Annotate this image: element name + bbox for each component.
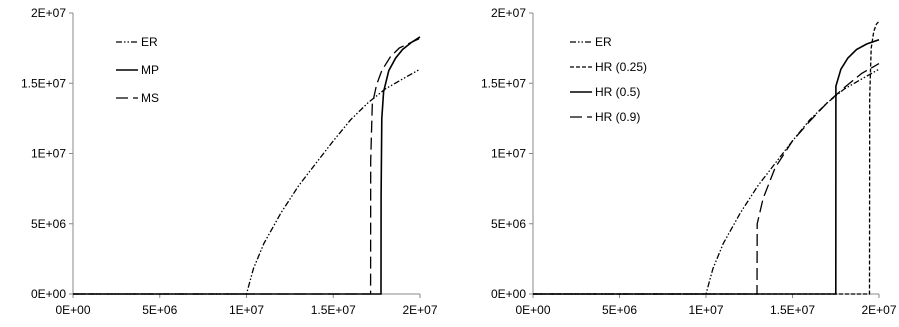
y-tick-label: 2E+07 [491, 6, 526, 20]
chart-right: 0E+00 5E+06 1E+07 1.5E+07 2E+07 0E+00 5E+06 1E+… [481, 6, 897, 317]
x-tick-label: 5E+06 [602, 303, 637, 317]
legend-label-er: ER [141, 35, 158, 49]
legend-label-hr-0-9: HR (0.9) [595, 110, 640, 124]
legend-label-er: ER [595, 35, 612, 49]
x-tick-label: 0E+00 [515, 303, 550, 317]
y-tick-label: 0E+00 [31, 287, 66, 301]
series-line-er [533, 68, 880, 295]
series-line-er [73, 68, 421, 295]
legend-label-ms: MS [141, 91, 159, 105]
series-line-hr-0-5 [533, 38, 880, 295]
x-tick-label: 1E+07 [229, 303, 264, 317]
series-line-hr-0-9 [533, 63, 880, 295]
series-line-ms [73, 37, 421, 295]
x-tick-label: 0E+00 [55, 303, 90, 317]
x-tick-label: 5E+06 [142, 303, 177, 317]
chart-left: 0E+00 5E+06 1E+07 1.5E+07 2E+07 0E+00 5E+06 1E+… [21, 6, 438, 317]
legend-label-hr-0-5: HR (0.5) [595, 85, 640, 99]
x-tick-label: 2E+07 [402, 303, 437, 317]
legend-label-mp: MP [141, 63, 159, 77]
x-tick-label: 2E+07 [861, 303, 896, 317]
y-tick-label: 5E+06 [491, 217, 526, 231]
x-tick-label: 1E+07 [688, 303, 723, 317]
y-tick-label: 0E+00 [491, 287, 526, 301]
legend-label-hr-0-25: HR (0.25) [595, 60, 647, 74]
x-tick-label: 1.5E+07 [770, 303, 815, 317]
series-line-mp [73, 36, 421, 295]
x-tick-label: 1.5E+07 [311, 303, 356, 317]
y-tick-label: 5E+06 [31, 217, 66, 231]
y-tick-label: 1.5E+07 [481, 76, 526, 90]
y-tick-label: 1E+07 [491, 147, 526, 161]
y-tick-label: 1.5E+07 [21, 76, 66, 90]
y-tick-label: 1E+07 [31, 147, 66, 161]
series-line-hr-0-25 [533, 20, 880, 295]
y-tick-label: 2E+07 [31, 6, 66, 20]
